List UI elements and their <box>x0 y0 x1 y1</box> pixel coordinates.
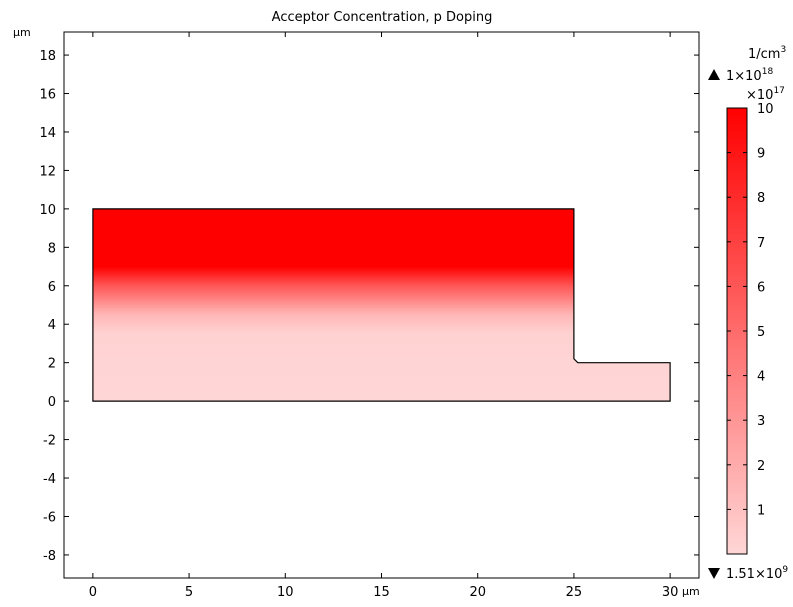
colorbar-ticks: 1 2 3 4 5 6 7 8 9 10 <box>727 102 774 518</box>
y-tick-label: 2 <box>48 357 56 372</box>
x-tick-label: 30 <box>662 585 679 600</box>
y-tick-label: -6 <box>43 510 56 525</box>
colorbar-unit: 1/cm3 <box>748 45 786 62</box>
y-tick-label: -8 <box>43 549 56 564</box>
y-tick-label: 6 <box>48 280 56 295</box>
y-tick-label: 12 <box>39 164 56 179</box>
max-arrow-icon <box>708 69 720 80</box>
y-tick-label: 8 <box>48 241 56 256</box>
colorbar-max-label: 1×1018 <box>726 67 773 84</box>
colorbar-tick-label: 10 <box>757 102 774 117</box>
y-tick-label: 4 <box>48 318 56 333</box>
y-tick-label: -4 <box>43 472 56 487</box>
y-tick-label: 16 <box>39 88 56 103</box>
colorbar-tick-label: 5 <box>757 325 765 340</box>
x-tick-label: 15 <box>373 585 390 600</box>
colorbar-tick-label: 8 <box>757 191 765 206</box>
min-arrow-icon <box>708 568 720 579</box>
chart-title: Acceptor Concentration, p Doping <box>272 10 493 25</box>
x-tick-label: 20 <box>469 585 486 600</box>
colorbar-tick-label: 2 <box>757 459 765 474</box>
colorbar-tick-label: 4 <box>757 370 765 385</box>
x-tick-label: 0 <box>89 585 97 600</box>
x-axis-ticks: 0 5 10 15 20 25 30 <box>89 32 679 600</box>
colorbar: 1/cm3 1×1018 ×1017 1 2 3 4 5 6 7 8 9 10 1.51×109 <box>708 45 788 582</box>
y-tick-label: 10 <box>39 203 56 218</box>
colorbar-scale-label: ×1017 <box>746 86 785 103</box>
y-tick-label: 18 <box>39 49 56 64</box>
colorbar-tick-label: 6 <box>757 280 765 295</box>
colorbar-min-label: 1.51×109 <box>726 565 788 582</box>
x-axis-unit: µm <box>682 585 700 598</box>
x-tick-label: 10 <box>277 585 294 600</box>
doping-domain-shape <box>92 208 671 402</box>
y-tick-label: 0 <box>48 395 56 410</box>
y-tick-label: -2 <box>43 434 56 449</box>
y-axis-unit: µm <box>13 26 31 39</box>
colorbar-tick-label: 7 <box>757 236 765 251</box>
x-tick-label: 25 <box>566 585 583 600</box>
colorbar-tick-label: 3 <box>757 414 765 429</box>
y-axis-ticks: -8 -6 -4 -2 0 2 4 6 8 10 12 14 16 18 <box>39 49 699 564</box>
colorbar-tick-label: 1 <box>757 503 765 518</box>
x-tick-label: 5 <box>185 585 193 600</box>
y-tick-label: 14 <box>39 126 56 141</box>
colorbar-tick-label: 9 <box>757 147 765 162</box>
